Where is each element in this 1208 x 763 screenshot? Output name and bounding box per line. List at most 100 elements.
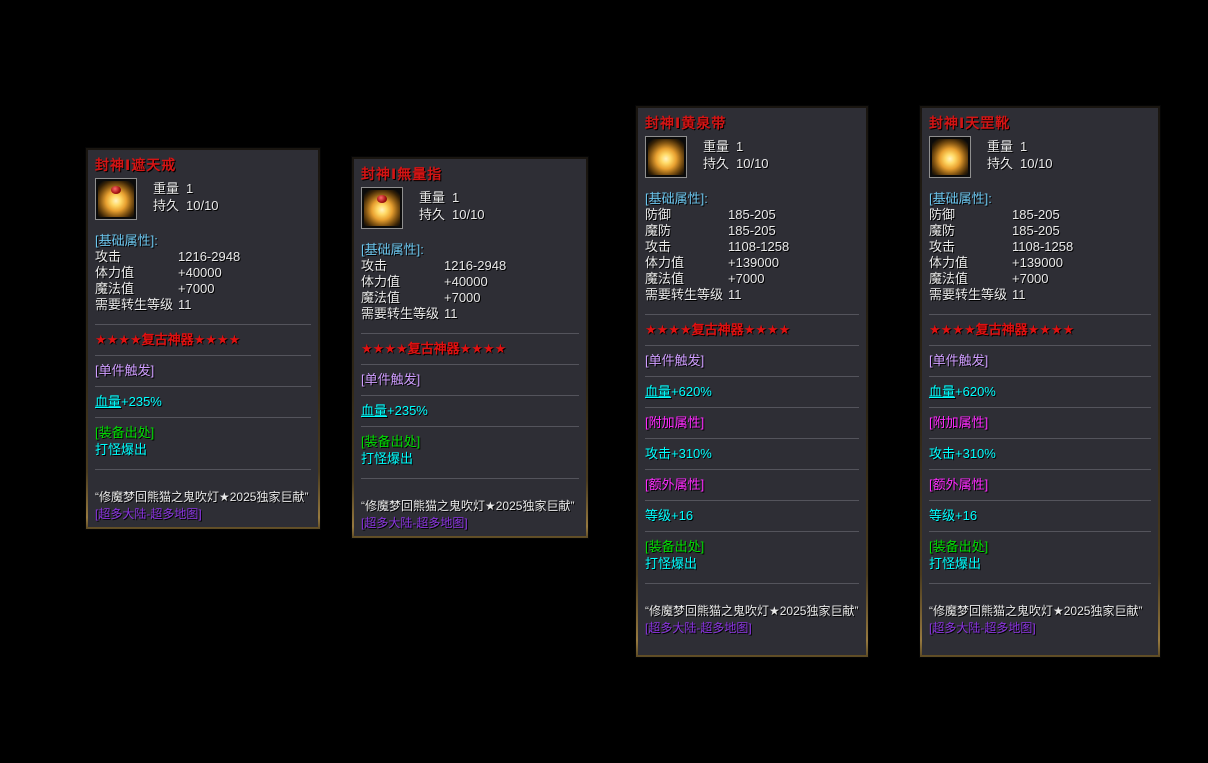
stat-row: 魔防 185-205 [645,223,859,239]
stat-value: 11 [728,287,742,302]
section-effect: 血量+620% [645,376,859,407]
text-span: 血量 [361,403,388,418]
section-effect: 等级+16 [929,500,1151,531]
stat-label: 防御 [929,207,956,222]
source-line: [装备出处] [95,424,311,441]
stat-row: 体力值 +40000 [95,265,311,281]
effect-sections: ★★★★复古神器★★★★ [单件触发] 血量+620% [附加属性] 攻击+310% [额… [929,314,1151,649]
tooltip-body: 封神Ⅰ遮天戒 重量 1 持久 10/10 [基础属性]: 攻击 1216-2948 体力值 +40… [88,150,318,527]
stat-value: +7000 [728,271,765,286]
section-attr: [附加属性] [929,407,1151,438]
item-tooltip-wuliangzhi: 封神Ⅰ無量指 重量 1 持久 10/10 [基础属性]: 攻击 1216-2948 体力值 +40… [352,157,588,538]
durability-label: 持久 [419,207,446,222]
weight-label: 重量 [153,181,180,196]
text-span: “修魔梦回熊猫之鬼吹灯★2025独家巨献” [95,490,309,504]
section-attr: [额外属性] [645,469,859,500]
weight-row: 重量 1 [987,138,1027,155]
stat-row: 攻击 1216-2948 [95,249,311,265]
text-span: ★★★★复古神器★★★★ [929,322,1075,337]
item-title: 封神Ⅰ黄泉带 [645,115,727,131]
trigger-line: [单件触发] [645,352,859,369]
stat-value: 185-205 [1012,223,1060,238]
weight-row: 重量 1 [153,180,193,197]
stat-row: 攻击 1108-1258 [929,239,1151,255]
text-span: 攻击+310% [929,446,996,461]
durability-label: 持久 [703,156,730,171]
base-stats-list: 攻击 1216-2948 体力值 +40000 魔法值 +7000 需要转生等级 11 [361,258,579,322]
base-attributes-header: [基础属性]: [95,233,158,248]
text-span: [装备出处] [645,539,705,554]
item-title: 封神Ⅰ天罡靴 [929,115,1011,131]
tooltip-body: 封神Ⅰ黄泉带 重量 1 持久 10/10 [基础属性]: 防御 185-205 魔防 185-20… [638,108,866,655]
text-span: [单件触发] [361,372,421,387]
durability-value: 10/10 [1020,156,1053,171]
ring-icon [361,187,403,229]
trigger-line: [单件触发] [95,362,311,379]
stat-value: 1216-2948 [444,258,507,273]
source-line: 打怪爆出 [645,555,859,572]
weight-value: 1 [1020,139,1028,154]
source-line: [装备出处] [929,538,1151,555]
attr-line: [额外属性] [645,476,859,493]
effect-sections: ★★★★复古神器★★★★ [单件触发] 血量+620% [附加属性] 攻击+310% [额… [645,314,859,649]
source-line: [装备出处] [361,433,579,450]
item-tooltip-zhetianjie: 封神Ⅰ遮天戒 重量 1 持久 10/10 [基础属性]: 攻击 1216-2948 体力值 +40… [86,148,320,529]
text-span: ★★★★复古神器★★★★ [95,332,241,347]
text-span: [装备出处] [361,434,421,449]
text-span: [单件触发] [95,363,155,378]
stat-value: 1108-1258 [728,239,790,254]
stat-row: 魔法值 +7000 [361,290,579,306]
stat-value: 11 [1012,287,1026,302]
text-span: “修魔梦回熊猫之鬼吹灯★2025独家巨献” [361,499,575,513]
section-trigger: [单件触发] [95,355,311,386]
text-span: [附加属性] [929,415,989,430]
weight-label: 重量 [987,139,1014,154]
stat-value: +40000 [444,274,488,289]
section-source: [装备出处] 打怪爆出 [645,531,859,583]
stat-row: 魔防 185-205 [929,223,1151,239]
stars-line: ★★★★复古神器★★★★ [929,321,1151,338]
item-title: 封神Ⅰ無量指 [361,166,443,182]
base-stats-list: 攻击 1216-2948 体力值 +40000 魔法值 +7000 需要转生等级 11 [95,249,311,313]
weight-durability: 重量 1 持久 10/10 [987,136,1053,178]
section-promo: “修魔梦回熊猫之鬼吹灯★2025独家巨献” [超多大陆-超多地图] [929,583,1151,649]
item-glow [932,139,968,175]
promo-line: “修魔梦回熊猫之鬼吹灯★2025独家巨献” [95,489,311,506]
base-attributes-header: [基础属性]: [361,242,424,257]
stat-value: 1108-1258 [1012,239,1074,254]
section-trigger: [单件触发] [361,364,579,395]
promo-line: [超多大陆-超多地图] [645,620,859,637]
stat-value: 185-205 [728,223,776,238]
stat-row: 魔法值 +7000 [95,281,311,297]
base-stats-list: 防御 185-205 魔防 185-205 攻击 1108-1258 体力值 +139000 魔… [645,207,859,303]
stat-value: 1216-2948 [178,249,241,264]
stat-value: 185-205 [1012,207,1060,222]
section-effect: 攻击+310% [645,438,859,469]
section-effect: 血量+620% [929,376,1151,407]
weight-durability: 重量 1 持久 10/10 [153,178,219,220]
stat-row: 需要转生等级 11 [361,306,579,322]
stat-label: 体力值 [95,265,135,280]
section-effect: 等级+16 [645,500,859,531]
boots-icon [929,136,971,178]
stat-row: 魔法值 +7000 [645,271,859,287]
stat-label: 魔法值 [929,271,969,286]
stat-label: 攻击 [645,239,672,254]
durability-row: 持久 10/10 [987,155,1053,172]
stat-value: +139000 [1012,255,1063,270]
trigger-line: [单件触发] [929,352,1151,369]
stat-label: 攻击 [929,239,956,254]
weight-row: 重量 1 [419,189,459,206]
stars-line: ★★★★复古神器★★★★ [645,321,859,338]
base-stats-list: 防御 185-205 魔防 185-205 攻击 1108-1258 体力值 +139000 魔… [929,207,1151,303]
base-attributes-header: [基础属性]: [645,191,708,206]
text-span: [超多大陆-超多地图] [361,516,468,530]
text-span: ★★★★复古神器★★★★ [645,322,791,337]
stat-row: 体力值 +139000 [929,255,1151,271]
weight-label: 重量 [419,190,446,205]
stat-label: 魔法值 [361,290,401,305]
stat-value: 11 [178,297,192,312]
stat-row: 体力值 +139000 [645,255,859,271]
durability-label: 持久 [153,198,180,213]
